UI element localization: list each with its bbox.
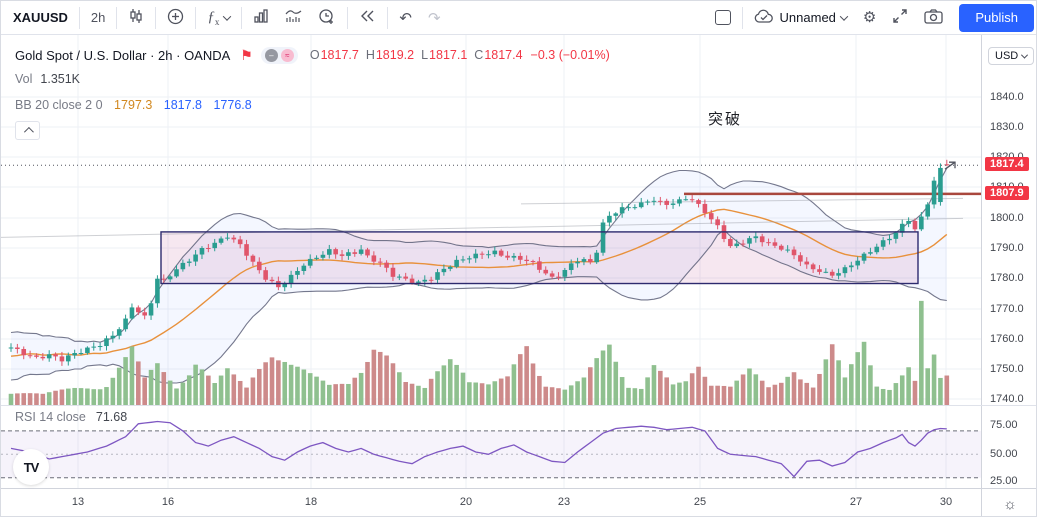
price-tick-label: 1770.0 [990,303,1024,315]
price-label-chip: 1817.4 [985,157,1029,171]
time-tick-label: 20 [459,496,473,508]
bb-lower-value: 1776.8 [213,98,252,112]
pane-separator[interactable] [1,405,1036,406]
toolbar-separator [155,6,157,29]
toolbar-separator [741,6,743,29]
candlestick-icon [128,8,144,27]
toolbar-separator [116,6,118,29]
settings-button[interactable]: ⚙ [862,9,877,26]
time-tick-label: 18 [304,496,318,508]
chart-style-button[interactable] [120,4,152,32]
chart-legend: Gold Spot / U.S. Dollar · 2h · OANDA ⚑ –… [15,45,610,116]
fx-icon: ƒx [207,8,220,27]
price-tick-label: 25.00 [990,475,1018,487]
price-tick-label: 50.00 [990,448,1018,460]
price-tick-label: 75.00 [990,419,1018,431]
price-tick-label: 1750.0 [990,363,1024,375]
compare-button[interactable] [159,4,192,32]
toolbar-separator [195,6,197,29]
chart-canvas[interactable] [1,35,981,488]
price-tick-label: 1740.0 [990,393,1024,405]
sun-icon: ☼ [1003,495,1017,513]
bb-upper-value: 1817.8 [163,98,202,112]
price-tick-label: 1830.0 [990,121,1024,133]
bar-chart-icon [253,8,269,27]
time-tick-label: 25 [693,496,707,508]
toolbar-separator [241,6,243,29]
bb-label: BB 20 close 2 0 [15,98,103,112]
fullscreen-button[interactable] [884,4,916,32]
volume-value: 1.351K [40,72,81,86]
symbol-button[interactable]: XAUUSD [13,10,68,25]
alarm-clock-icon [318,8,336,28]
rsi-label: RSI 14 close [15,410,86,424]
symbol-title: Gold Spot / U.S. Dollar · 2h · OANDA [15,47,231,63]
chevron-down-icon [839,11,849,21]
price-axis[interactable]: USD 1840.01830.01820.01810.01800.01790.0… [981,35,1036,488]
time-tick-label: 16 [161,496,175,508]
indicator-templates-button[interactable] [245,4,277,32]
time-tick-label: 27 [849,496,863,508]
change-value: −0.3 (−0.01%) [530,48,610,62]
expand-icon [892,8,908,27]
rsi-value: 71.68 [95,410,128,424]
top-toolbar: XAUUSD 2h ƒx [1,1,1036,35]
redo-button[interactable]: ↷ [427,9,441,27]
tradingview-watermark[interactable]: TV [13,449,49,485]
toolbar-separator [347,6,349,29]
undo-button[interactable]: ↶ [399,9,412,27]
cloud-check-icon [754,9,774,27]
publish-button[interactable]: Publish [959,3,1034,32]
alert-button[interactable] [310,4,344,32]
price-tick-label: 1790.0 [990,242,1024,254]
legend-collapse-button[interactable] [15,121,40,140]
volume-label: Vol [15,72,33,86]
chevron-down-icon [1021,51,1029,59]
text-annotation[interactable]: 突破 [708,111,743,128]
minimized-indicator-chips[interactable]: – ≈ [260,46,298,64]
time-tick-label: 13 [71,496,85,508]
currency-toggle[interactable]: USD [988,47,1035,65]
currency-label: USD [995,50,1019,62]
time-tick-label: 30 [939,496,953,508]
layout-grid-icon [714,10,731,25]
price-tick-label: 1760.0 [990,333,1024,345]
screenshot-button[interactable] [916,4,951,32]
timezone-corner-button[interactable]: ☼ [981,489,1036,516]
replay-button[interactable] [351,4,384,32]
interval-button[interactable]: 2h [90,10,106,25]
layout-name-label: Unnamed [779,10,836,25]
bb-legend-row[interactable]: BB 20 close 2 0 1797.3 1817.8 1776.8 [15,98,610,116]
toolbar-separator [387,6,389,29]
save-layout-button[interactable]: Unnamed [746,4,855,32]
volume-legend-row[interactable]: Vol 1.351K [15,72,610,90]
ohlc-values: O1817.7 H1819.2 L1817.1 C1817.4 −0.3 (−0… [309,48,610,62]
pink-wave-icon: ≈ [280,48,294,62]
chart-wave-icon [285,8,302,27]
chevron-up-icon [23,126,34,137]
indicators-button[interactable]: ƒx [199,4,238,32]
rsi-legend-row[interactable]: RSI 14 close 71.68 [15,410,127,424]
plus-circle-icon [167,8,184,28]
time-axis[interactable]: ☼ 13 16 18 20 23 25 27 30 [1,488,1036,516]
rewind-icon [359,9,376,26]
legend-main-row[interactable]: Gold Spot / U.S. Dollar · 2h · OANDA ⚑ –… [15,45,610,65]
price-tick-label: 1840.0 [990,91,1024,103]
layout-select-button[interactable] [707,4,739,32]
price-label-chip: 1807.9 [985,186,1029,200]
price-tick-label: 1800.0 [990,212,1024,224]
gray-dot-icon: – [264,48,278,62]
flag-icon[interactable]: ⚑ [240,46,253,63]
fundamentals-button[interactable] [277,4,310,32]
chevron-down-icon [223,11,232,21]
price-tick-label: 1780.0 [990,272,1024,284]
camera-icon [924,8,944,27]
toolbar-separator [78,6,80,29]
time-tick-label: 23 [557,496,571,508]
bb-basis-value: 1797.3 [114,98,153,112]
